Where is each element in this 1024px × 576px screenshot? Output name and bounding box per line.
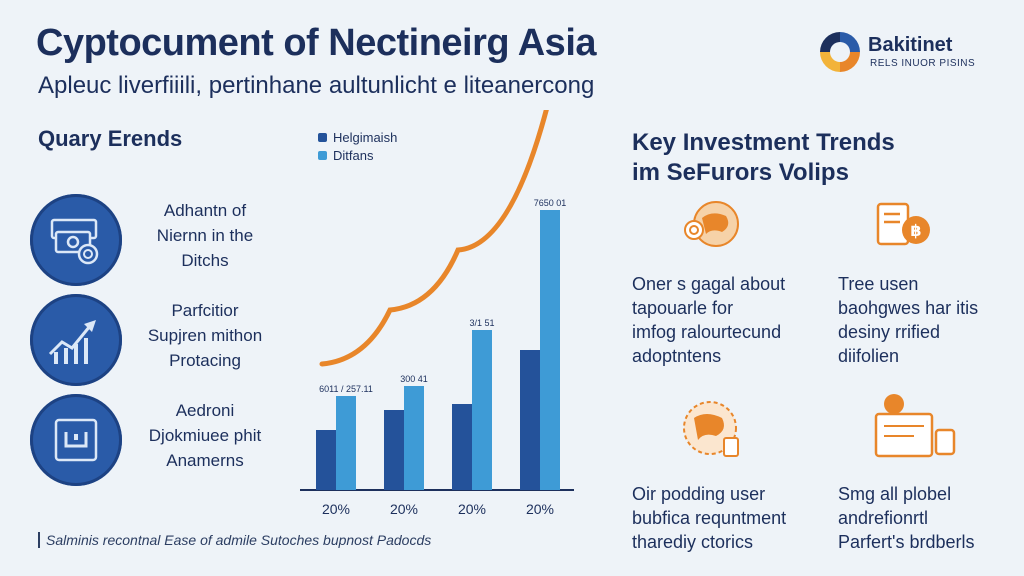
x-tick-label: 20% (390, 501, 418, 517)
investment-item-3-icon-wrap (666, 394, 756, 471)
legend-swatch (318, 150, 327, 160)
left-panel-heading: Quary Erends (38, 126, 183, 151)
data-label: 6011 / 257.11 (319, 384, 373, 394)
x-tick-label: 20% (322, 501, 350, 517)
bar-helgimaish-1 (316, 430, 336, 490)
trend-icon-circle (30, 294, 122, 386)
trend-item-2: Parfcitior Supjren mithon Protacing (30, 294, 280, 386)
trend-icon-circle (30, 394, 122, 486)
legend-label: Helgimaish (333, 129, 398, 145)
bar-ditfans-1 (336, 396, 356, 490)
investment-item-2-text: Tree usen baohgwes har itis desiny rrifi… (838, 274, 979, 366)
bar-chart: 20% 6011 / 257.11 20% 300 41 20% 3/1 51 20% 765… (300, 110, 574, 517)
right-panel-heading: Key Investment Trends im SeFurors Volips (632, 129, 895, 186)
trend-icon-circle (30, 194, 122, 286)
page-subtitle: Apleuc liverfiiili, pertinhane aultunlic… (38, 72, 595, 99)
bar-ditfans-2 (404, 386, 424, 490)
trend-item-3: Aedroni Djokmiuee phit Anamerns (30, 394, 280, 486)
x-tick-label: 20% (458, 501, 486, 517)
trend-item-1: Adhantn of Niernn in the Ditchs (30, 194, 280, 286)
page-title: Cyptocument of Nectineirg Asia (36, 22, 597, 64)
logo-tagline: RELS INUOR PISINS (870, 58, 976, 69)
secure-box-icon (54, 418, 98, 462)
investment-item-1-text: Oner s gagal about tapouarle for imfog r… (632, 274, 786, 366)
trend-arrow-line (319, 110, 549, 367)
legend-swatch (318, 132, 327, 142)
bar-helgimaish-3 (452, 404, 472, 490)
investment-item-4-icon-wrap (866, 390, 962, 475)
data-label: 300 41 (400, 374, 428, 384)
footer-note: Salminis recontnal Ease of admile Sutoch… (38, 532, 431, 548)
investment-item-4-text: Smg all plobel andrefionrtl Parfert's br… (838, 484, 975, 552)
logo-mark-icon (820, 32, 860, 72)
globe-coin-icon (684, 201, 739, 247)
bar-ditfans-4 (540, 210, 560, 490)
svg-text:฿: ฿ (910, 221, 921, 240)
payment-terminal-icon (874, 394, 956, 458)
growth-chart-icon (48, 320, 96, 364)
trend-item-text: Aedroni Djokmiuee phit Anamerns (148, 401, 262, 470)
cash-icon (50, 218, 99, 265)
legend-item: Helgimaish (318, 128, 397, 146)
data-label: 3/1 51 (469, 318, 494, 328)
brand-logo: Bakitinet RELS INUOR PISINS (818, 30, 998, 80)
world-map-icon (683, 401, 739, 457)
bar-ditfans-3 (472, 330, 492, 490)
investment-item-3-text: Oir podding user bubfica requntment thar… (632, 484, 787, 552)
trend-item-text: Adhantn of Niernn in the Ditchs (156, 201, 254, 270)
investment-item-1-icon-wrap (676, 198, 756, 263)
bar-helgimaish-4 (520, 350, 540, 490)
investment-item-2-icon-wrap: ฿ (866, 198, 946, 263)
x-tick-label: 20% (526, 501, 554, 517)
data-label: 7650 01 (534, 198, 567, 208)
legend-label: Ditfans (333, 147, 374, 163)
trend-item-text: Parfcitior Supjren mithon Protacing (147, 301, 263, 370)
bitcoin-document-icon: ฿ (876, 202, 930, 246)
legend-item: Ditfans (318, 146, 397, 164)
bar-helgimaish-2 (384, 410, 404, 490)
logo-name: Bakitinet (868, 34, 953, 56)
chart-legend: Helgimaish Ditfans (318, 128, 397, 164)
